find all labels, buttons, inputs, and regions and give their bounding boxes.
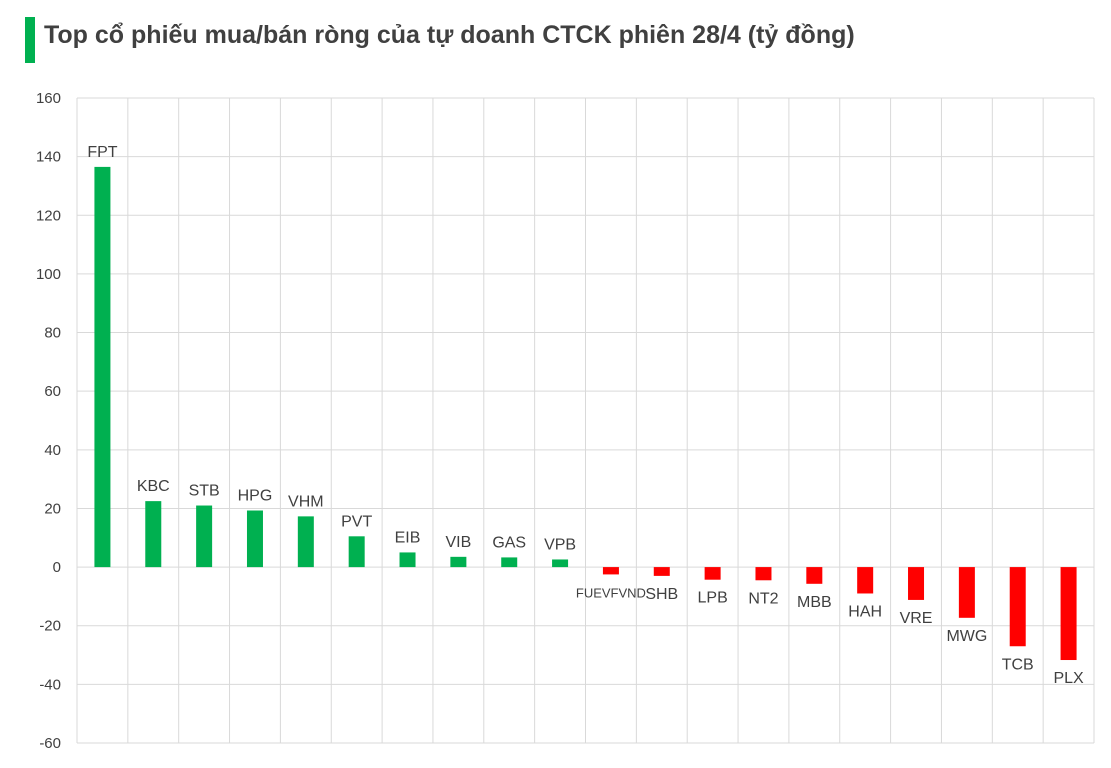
bar-kbc <box>145 501 162 568</box>
y-tick-label: -60 <box>39 735 61 752</box>
bar-vpb <box>552 559 569 568</box>
category-label: VHM <box>288 493 324 510</box>
y-tick-label: 80 <box>44 325 61 342</box>
category-label: HPG <box>238 488 273 505</box>
grid-lines <box>76 97 1095 744</box>
category-label: VRE <box>900 610 933 627</box>
bar-hah <box>857 567 874 594</box>
category-label: NT2 <box>748 590 778 607</box>
category-label: TCB <box>1002 656 1034 673</box>
bar-eib <box>399 552 416 568</box>
category-label: FUEVFVND <box>576 585 646 600</box>
category-label: VIB <box>445 534 471 551</box>
y-tick-label: -40 <box>39 676 61 693</box>
bar-pvt <box>348 536 365 568</box>
category-label: LPB <box>698 590 728 607</box>
y-axis-tick-labels: 160 140 120 100 80 60 40 20 0 -20 -40 -60 <box>36 90 61 752</box>
y-tick-label: 100 <box>36 266 61 283</box>
category-label: STB <box>189 483 220 500</box>
category-label: PLX <box>1053 670 1084 687</box>
y-tick-label: 140 <box>36 149 61 166</box>
category-label: GAS <box>492 534 526 551</box>
bar-fpt <box>94 166 111 568</box>
bars <box>94 166 1077 661</box>
title-accent-bar <box>25 17 35 63</box>
chart-title: Top cổ phiếu mua/bán ròng của tự doanh C… <box>44 21 855 49</box>
category-label: KBC <box>137 478 170 495</box>
bar-vib <box>450 556 467 568</box>
y-tick-label: 60 <box>44 383 61 400</box>
category-label: FPT <box>87 144 117 161</box>
bar-mbb <box>806 567 823 584</box>
bar-hpg <box>246 510 263 568</box>
bar-mwg <box>958 567 975 618</box>
bar-lpb <box>704 567 721 580</box>
y-tick-label: -20 <box>39 618 61 635</box>
category-label: MBB <box>797 594 832 611</box>
category-label: PVT <box>341 513 372 530</box>
category-label: MWG <box>946 628 987 645</box>
category-label: HAH <box>848 603 882 620</box>
bar-vre <box>908 567 925 600</box>
category-label: VPB <box>544 536 576 553</box>
bar-vhm <box>297 516 314 568</box>
bar-gas <box>501 557 518 568</box>
bar-fuevfvnd <box>602 567 619 575</box>
category-label: SHB <box>645 586 678 603</box>
y-tick-label: 40 <box>44 442 61 459</box>
category-label: EIB <box>395 529 421 546</box>
category-labels: FPT KBC STB HPG VHM PVT EIB VIB GAS VPB FUEVFVND SH… <box>87 144 1084 687</box>
y-tick-label: 160 <box>36 90 61 107</box>
bar-plx <box>1060 567 1077 661</box>
y-tick-label: 0 <box>53 559 61 576</box>
bar-nt2 <box>755 567 772 581</box>
bar-shb <box>653 567 670 576</box>
y-tick-label: 120 <box>36 207 61 224</box>
bar-stb <box>196 505 213 568</box>
bar-tcb <box>1009 567 1026 647</box>
y-tick-label: 20 <box>44 500 61 517</box>
